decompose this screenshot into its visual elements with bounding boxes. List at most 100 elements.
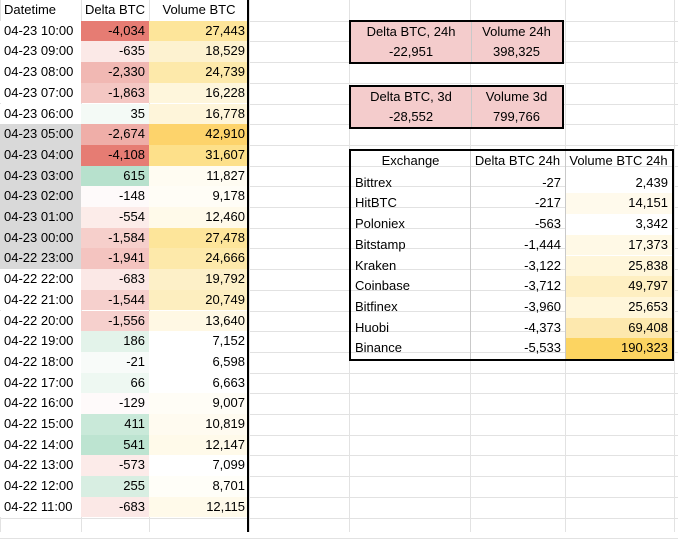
delta-cell[interactable]: -1,584 xyxy=(81,227,149,249)
volume-cell[interactable]: 6,598 xyxy=(149,351,249,373)
datetime-cell[interactable]: 04-22 21:00 xyxy=(0,289,81,311)
volume-cell[interactable]: 6,663 xyxy=(149,372,249,394)
volume-cell[interactable]: 18,529 xyxy=(149,41,249,63)
exchange-name-cell[interactable]: Coinbase xyxy=(355,278,410,294)
datetime-cell[interactable]: 04-23 09:00 xyxy=(0,41,81,63)
exchange-delta-cell[interactable]: -4,373 xyxy=(524,319,561,335)
exchange-name-cell[interactable]: Binance xyxy=(355,340,402,356)
exchange-name-cell[interactable]: Bitfinex xyxy=(355,298,398,314)
exchange-volume-cell[interactable]: 190,323 xyxy=(565,338,672,359)
volume-cell[interactable]: 19,792 xyxy=(149,269,249,290)
exchange-header-0[interactable]: Exchange xyxy=(381,153,440,168)
datetime-cell[interactable]: 04-22 14:00 xyxy=(0,434,81,456)
exchange-name-cell[interactable]: Bittrex xyxy=(355,174,392,190)
exchange-delta-cell[interactable]: -3,122 xyxy=(524,257,561,273)
datetime-cell[interactable]: 04-23 03:00 xyxy=(0,165,81,187)
datetime-cell[interactable]: 04-23 05:00 xyxy=(0,124,81,145)
exchange-volume-cell[interactable]: 25,838 xyxy=(565,255,672,277)
datetime-cell[interactable]: 04-22 22:00 xyxy=(0,269,81,290)
exchange-header-1[interactable]: Delta BTC 24h xyxy=(474,153,561,168)
datetime-cell[interactable]: 04-22 13:00 xyxy=(0,455,81,477)
volume-cell[interactable]: 24,739 xyxy=(149,62,249,83)
volume-cell[interactable]: 7,152 xyxy=(149,331,249,352)
delta-cell[interactable]: -1,941 xyxy=(81,248,149,270)
delta-cell[interactable]: -1,863 xyxy=(81,82,149,104)
delta-cell[interactable]: -129 xyxy=(81,393,149,414)
volume-cell[interactable]: 9,007 xyxy=(149,393,249,414)
exchange-volume-cell[interactable]: 69,408 xyxy=(565,317,672,339)
summary_24h-value-1[interactable]: 398,325 xyxy=(493,44,540,59)
exchange-volume-cell[interactable]: 3,342 xyxy=(565,214,672,235)
delta-cell[interactable]: 186 xyxy=(81,331,149,352)
datetime-cell[interactable]: 04-23 08:00 xyxy=(0,62,81,83)
exchange-volume-cell[interactable]: 14,151 xyxy=(565,193,672,215)
exchange-volume-cell[interactable]: 2,439 xyxy=(565,172,672,194)
volume-cell[interactable]: 12,460 xyxy=(149,207,249,228)
datetime-cell[interactable]: 04-23 10:00 xyxy=(0,20,81,42)
datetime-cell[interactable]: 04-23 01:00 xyxy=(0,207,81,228)
delta-cell[interactable]: -554 xyxy=(81,207,149,228)
exchange-name-cell[interactable]: Poloniex xyxy=(355,216,405,232)
datetime-cell[interactable]: 04-22 18:00 xyxy=(0,351,81,373)
datetime-cell[interactable]: 04-22 17:00 xyxy=(0,372,81,394)
delta-cell[interactable]: -21 xyxy=(81,351,149,373)
datetime-cell[interactable]: 04-22 11:00 xyxy=(0,496,81,518)
delta-cell[interactable]: -683 xyxy=(81,269,149,290)
datetime-cell[interactable]: 04-23 07:00 xyxy=(0,82,81,104)
delta-cell[interactable]: -2,330 xyxy=(81,62,149,83)
delta-cell[interactable]: -4,108 xyxy=(81,144,149,166)
datetime-cell[interactable]: 04-23 02:00 xyxy=(0,186,81,207)
datetime-cell[interactable]: 04-22 16:00 xyxy=(0,393,81,414)
volume-cell[interactable]: 20,749 xyxy=(149,289,249,311)
datetime-cell[interactable]: 04-23 00:00 xyxy=(0,227,81,249)
summary_24h-value-0[interactable]: -22,951 xyxy=(388,44,434,59)
delta-cell[interactable]: -1,556 xyxy=(81,310,149,332)
exchange-volume-cell[interactable]: 17,373 xyxy=(565,234,672,256)
exchange-delta-cell[interactable]: -5,533 xyxy=(524,340,561,356)
volume-cell[interactable]: 9,178 xyxy=(149,186,249,207)
volume-cell[interactable]: 27,478 xyxy=(149,227,249,249)
summary_3d-value-1[interactable]: 799,766 xyxy=(493,109,540,124)
volume-cell[interactable]: 16,228 xyxy=(149,82,249,104)
volume-cell[interactable]: 24,666 xyxy=(149,248,249,270)
summary_24h-header-0[interactable]: Delta BTC, 24h xyxy=(366,24,456,39)
summary_24h-header-1[interactable]: Volume 24h xyxy=(482,24,551,39)
delta-cell[interactable]: -148 xyxy=(81,186,149,207)
datetime-cell[interactable]: 04-22 19:00 xyxy=(0,331,81,352)
volume-cell[interactable]: 12,115 xyxy=(149,496,249,518)
volume-cell[interactable]: 8,701 xyxy=(149,476,249,497)
delta-cell[interactable]: 35 xyxy=(81,103,149,125)
exchange-delta-cell[interactable]: -1,444 xyxy=(524,236,561,252)
exchange-delta-cell[interactable]: -3,712 xyxy=(524,278,561,294)
volume-cell[interactable]: 31,607 xyxy=(149,144,249,166)
delta-cell[interactable]: 66 xyxy=(81,372,149,394)
exchange-delta-cell[interactable]: -563 xyxy=(534,216,561,232)
delta-cell[interactable]: -573 xyxy=(81,455,149,477)
exchange-name-cell[interactable]: HitBTC xyxy=(355,195,397,211)
exchange-delta-cell[interactable]: -3,960 xyxy=(524,298,561,314)
exchange-delta-cell[interactable]: -27 xyxy=(542,174,561,190)
main-header-2[interactable]: Volume BTC xyxy=(162,2,236,17)
delta-cell[interactable]: -4,034 xyxy=(81,20,149,42)
summary_3d-header-0[interactable]: Delta BTC, 3d xyxy=(370,89,452,104)
datetime-cell[interactable]: 04-22 15:00 xyxy=(0,414,81,435)
datetime-cell[interactable]: 04-22 23:00 xyxy=(0,248,81,270)
volume-cell[interactable]: 11,827 xyxy=(149,165,249,187)
exchange-volume-cell[interactable]: 25,653 xyxy=(565,296,672,318)
main-header-1[interactable]: Delta BTC xyxy=(85,2,145,17)
datetime-cell[interactable]: 04-23 06:00 xyxy=(0,103,81,125)
delta-cell[interactable]: -2,674 xyxy=(81,124,149,145)
delta-cell[interactable]: 615 xyxy=(81,165,149,187)
exchange-volume-cell[interactable]: 49,797 xyxy=(565,276,672,297)
summary_3d-value-0[interactable]: -28,552 xyxy=(388,109,434,124)
exchange-name-cell[interactable]: Bitstamp xyxy=(355,236,406,252)
datetime-cell[interactable]: 04-22 20:00 xyxy=(0,310,81,332)
delta-cell[interactable]: -1,544 xyxy=(81,289,149,311)
volume-cell[interactable]: 42,910 xyxy=(149,124,249,145)
datetime-cell[interactable]: 04-23 04:00 xyxy=(0,144,81,166)
delta-cell[interactable]: 255 xyxy=(81,476,149,497)
delta-cell[interactable]: 541 xyxy=(81,434,149,456)
main-header-0[interactable]: Datetime xyxy=(4,2,57,17)
delta-cell[interactable]: 411 xyxy=(81,414,149,435)
delta-cell[interactable]: -635 xyxy=(81,41,149,63)
